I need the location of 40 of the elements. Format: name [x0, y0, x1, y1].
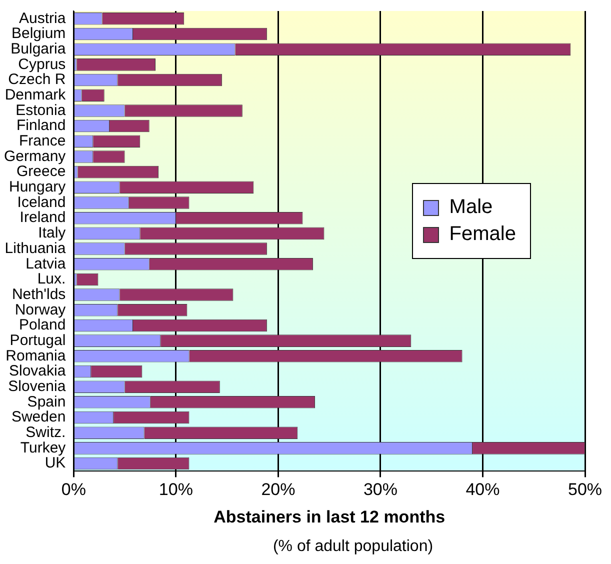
y-tick-label: Ireland — [20, 209, 66, 226]
y-tick-label: Norway — [14, 301, 66, 318]
y-tick-label: Romania — [6, 347, 66, 364]
y-tick-label: Sweden — [11, 408, 66, 426]
x-tick-label: 30% — [363, 480, 398, 500]
y-tick-label: Germany — [4, 148, 66, 165]
y-tick-label: Czech R — [8, 71, 66, 88]
y-tick-label: Lux. — [37, 270, 66, 288]
y-tick-label: Latvia — [26, 255, 66, 272]
text: (% of adult population) — [272, 538, 434, 556]
y-tick-label: Slovakia — [8, 362, 66, 380]
y-tick-label: Turkey — [20, 439, 66, 456]
legend-label: Male — [449, 196, 493, 219]
x-tick-label: 0% — [61, 480, 86, 500]
y-tick-label: Hungary — [8, 178, 66, 196]
y-tick-label: Poland — [18, 316, 66, 334]
y-tick-label: Switz. — [26, 424, 66, 441]
y-tick-label: Greece — [16, 163, 66, 180]
text: Female — [449, 223, 516, 246]
y-tick-label: Finland — [16, 117, 66, 134]
y-tick-label: Portugal — [10, 332, 66, 349]
x-tick-label: 20% — [261, 480, 296, 500]
y-tick-label: France — [18, 132, 66, 150]
x-tick-label: 10% — [158, 480, 193, 500]
y-tick-label: Estonia — [16, 102, 66, 119]
y-tick-label: Italy — [38, 224, 66, 242]
y-tick-label: Slovenia — [8, 378, 66, 395]
y-tick-label: Spain — [27, 393, 66, 410]
x-tick-label: 40% — [466, 480, 500, 500]
y-tick-label: Iceland — [17, 194, 66, 211]
y-tick-label: Denmark — [4, 86, 66, 104]
x-tick-label: 50% — [568, 480, 602, 500]
y-tick-label: Belgium — [11, 25, 66, 42]
y-tick-label: Neth'lds — [12, 286, 66, 303]
y-tick-label: Bulgaria — [10, 40, 66, 58]
y-tick-label: Lithuania — [4, 240, 66, 257]
y-tick-label: Cyprus — [18, 56, 66, 73]
x-axis-title: Abstainers in last 12 months — [214, 507, 446, 526]
y-tick-label: UK — [44, 454, 66, 472]
y-tick-label: Austria — [18, 10, 66, 27]
